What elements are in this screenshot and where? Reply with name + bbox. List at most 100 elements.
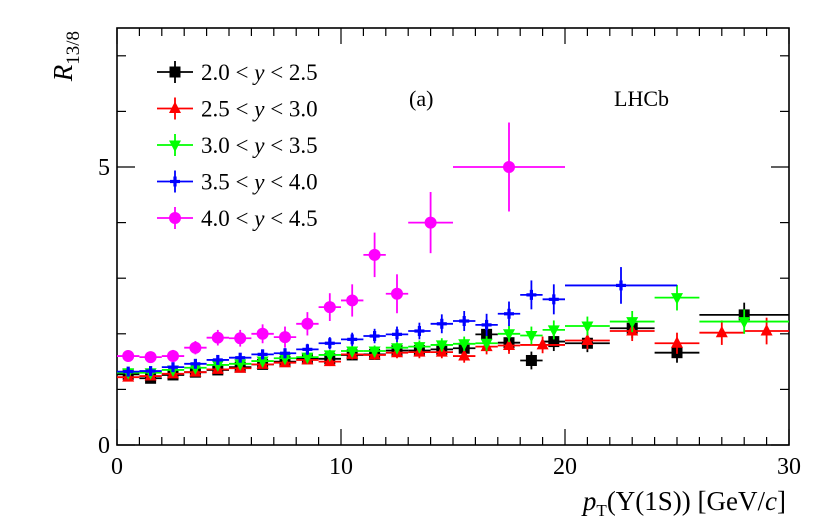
data-point	[475, 313, 498, 337]
data-point	[699, 320, 745, 345]
data-marker	[369, 331, 380, 342]
data-marker	[671, 336, 683, 348]
data-marker	[424, 216, 437, 229]
data-marker	[122, 350, 135, 363]
data-marker	[347, 334, 358, 345]
data-point	[273, 348, 297, 359]
data-point	[161, 362, 185, 373]
data-series	[117, 122, 789, 384]
data-marker	[368, 248, 381, 261]
data-point	[341, 332, 364, 347]
data-point	[497, 325, 521, 343]
annotation-panel-label: (a)	[409, 86, 433, 111]
data-marker	[301, 352, 314, 365]
data-point	[654, 332, 700, 354]
data-point	[341, 346, 364, 359]
data-marker	[548, 336, 560, 348]
data-marker	[190, 358, 201, 369]
data-point	[251, 349, 274, 360]
legend: 2.0 < y < 2.5 2.5 < y < 3.0 3.0 < y < 3.5 3…	[157, 60, 318, 231]
data-marker	[189, 341, 202, 354]
data-point	[206, 354, 229, 365]
data-point	[430, 338, 453, 352]
x-tick-label: 10	[329, 454, 353, 480]
data-marker	[346, 346, 359, 359]
data-point	[453, 311, 476, 332]
data-marker	[346, 294, 359, 307]
series-4	[117, 267, 677, 377]
data-point	[161, 349, 185, 363]
data-marker	[435, 340, 448, 352]
data-point	[341, 284, 364, 317]
data-point	[318, 349, 341, 362]
data-marker	[481, 319, 492, 330]
data-marker	[123, 366, 134, 377]
data-point	[318, 293, 341, 322]
plot-frame	[116, 27, 790, 446]
data-marker	[144, 351, 157, 364]
legend-entry: 2.0 < y < 2.5	[157, 60, 318, 85]
data-marker	[323, 301, 336, 314]
legend-label: 3.0 < y < 3.5	[201, 133, 318, 158]
annotation-lhcb: LHCb	[614, 86, 669, 111]
data-marker	[525, 330, 538, 343]
data-point	[117, 366, 140, 377]
data-point	[363, 328, 386, 344]
data-point	[520, 326, 543, 345]
data-point	[565, 316, 610, 336]
legend-entry: 4.0 < y < 4.5	[157, 206, 318, 231]
data-point	[497, 301, 521, 327]
data-marker	[414, 326, 425, 337]
axis-ticks	[116, 28, 790, 446]
data-marker	[168, 362, 178, 373]
data-point	[609, 311, 655, 333]
data-marker	[536, 337, 549, 350]
data-point	[296, 312, 319, 336]
legend-marker	[169, 66, 181, 78]
x-axis-title: pT(Υ(1S)) [GeV/c]	[581, 486, 786, 520]
data-marker	[280, 348, 290, 359]
data-point	[430, 314, 453, 334]
data-marker	[525, 354, 537, 366]
y-tick-label: 5	[98, 155, 110, 181]
data-point	[453, 336, 476, 352]
data-point	[229, 352, 252, 363]
data-point	[408, 192, 453, 254]
data-marker	[503, 161, 515, 173]
series-5	[117, 122, 565, 364]
data-marker	[715, 325, 728, 338]
data-point	[475, 335, 498, 352]
data-point	[363, 345, 386, 359]
data-marker	[459, 316, 470, 327]
data-point	[206, 329, 229, 346]
data-point	[520, 280, 543, 310]
data-marker	[503, 329, 515, 341]
data-point	[542, 320, 565, 340]
data-marker	[368, 346, 381, 359]
data-marker	[189, 363, 202, 375]
legend-entry: 3.0 < y < 3.5	[157, 133, 318, 158]
legend-marker	[169, 140, 181, 152]
data-point	[542, 284, 565, 315]
data-marker	[391, 343, 403, 355]
data-marker	[279, 353, 291, 366]
data-marker	[234, 332, 247, 345]
data-point	[184, 341, 207, 355]
data-marker	[211, 331, 224, 344]
data-marker	[436, 318, 447, 329]
data-point	[408, 340, 431, 354]
data-marker	[234, 359, 247, 371]
data-marker	[256, 356, 269, 369]
data-marker	[211, 360, 224, 372]
data-marker	[458, 349, 471, 361]
data-marker	[526, 289, 537, 300]
data-marker	[324, 338, 335, 349]
x-tick-label: 0	[111, 454, 123, 480]
x-tick-label: 20	[553, 454, 577, 480]
data-marker	[626, 317, 639, 329]
data-point	[363, 232, 386, 278]
data-marker	[323, 350, 336, 362]
data-point	[654, 284, 700, 311]
data-marker	[302, 344, 313, 355]
legend-marker	[170, 176, 180, 187]
